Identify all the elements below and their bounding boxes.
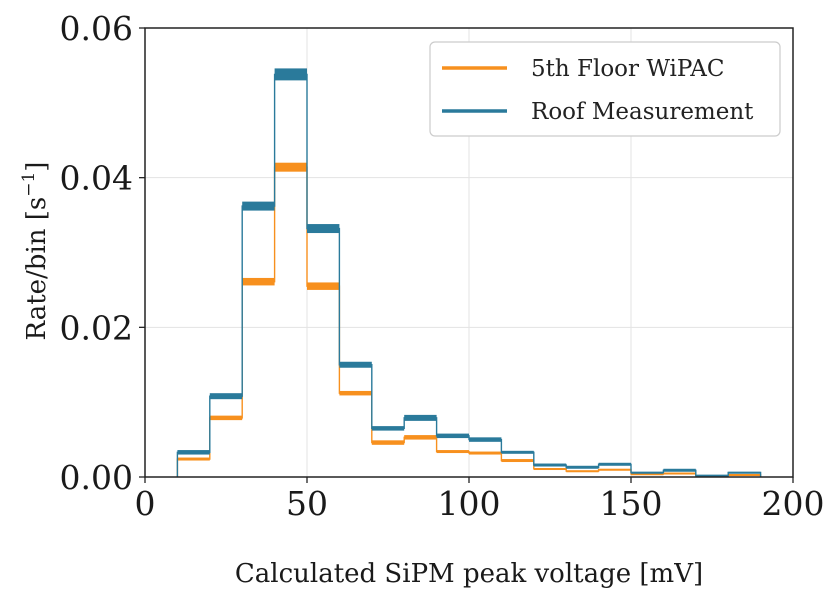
y-tick-label: 0.04 [60, 159, 133, 198]
legend-label-roof: Roof Measurement [531, 99, 754, 125]
data-series [176, 68, 762, 478]
y-axis-label: Rate/bin [s−1] [19, 162, 52, 341]
x-axis-label: Calculated SiPM peak voltage [mV] [235, 559, 703, 589]
x-tick-label: 200 [762, 484, 825, 523]
series-roof [176, 68, 762, 477]
x-tick-label: 50 [286, 484, 328, 523]
y-axis-label-end: ] [22, 162, 52, 172]
legend-label-5th-floor: 5th Floor WiPAC [531, 56, 724, 82]
y-axis-label-main: Rate/bin [s [22, 197, 52, 341]
x-tick-label: 100 [438, 484, 501, 523]
axis-ticks: 0 50 100 150 200 0.00 0.02 0.04 0.06 [60, 9, 825, 523]
step-line-roof [176, 73, 762, 477]
y-axis-label-exponent: −1 [19, 172, 39, 197]
legend-box [429, 41, 781, 137]
legend: 5th Floor WiPAC Roof Measurement [429, 41, 781, 137]
y-tick-label: 0.00 [60, 458, 133, 497]
x-tick-label: 0 [135, 484, 156, 523]
y-tick-label: 0.06 [60, 9, 133, 48]
y-tick-label: 0.02 [60, 308, 133, 347]
x-tick-label: 150 [600, 484, 663, 523]
